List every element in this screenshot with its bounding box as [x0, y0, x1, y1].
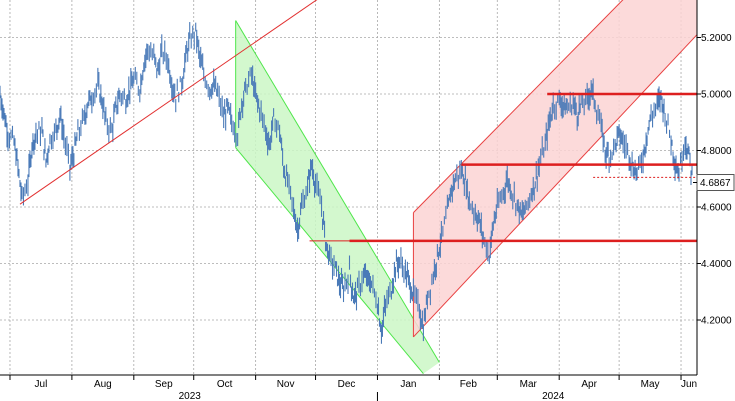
- annotation-lines: [19, 0, 697, 243]
- x-tick-label: May: [641, 379, 660, 390]
- x-tick-label: Nov: [277, 379, 295, 390]
- y-tick-label: 4.2000: [701, 316, 732, 327]
- last-price-badge: 4.6867: [693, 174, 735, 192]
- last-price-label: 4.6867: [700, 178, 731, 189]
- x-tick-label: Jan: [400, 379, 416, 390]
- x-tick-label: Aug: [94, 379, 112, 390]
- y-tick-label: 4.6000: [701, 203, 732, 214]
- x-tick-label: Feb: [460, 379, 478, 390]
- channels: [235, 0, 698, 374]
- red-channel-upper: [413, 0, 624, 214]
- y-tick-label: 4.8000: [701, 146, 732, 157]
- x-tick-label: Jun: [681, 379, 697, 390]
- y-tick-label: 5.0000: [701, 90, 732, 101]
- x-tick-label: Oct: [217, 379, 233, 390]
- trend-line: [19, 0, 318, 205]
- x-tick-label: Apr: [581, 379, 597, 390]
- y-tick-label: 4.4000: [701, 259, 732, 270]
- green-channel-upper: [235, 20, 440, 363]
- red-channel-area: [413, 0, 697, 337]
- year-label: 2023: [179, 391, 202, 401]
- red-channel-lower: [413, 34, 698, 338]
- x-tick-label: Dec: [338, 379, 356, 390]
- year-label: 2024: [542, 391, 565, 401]
- x-tick-label: Mar: [520, 379, 538, 390]
- y-tick-label: 5.2000: [701, 33, 732, 44]
- x-tick-label: Jul: [35, 379, 48, 390]
- x-tick-label: Sep: [155, 379, 173, 390]
- green-channel-area: [235, 20, 440, 374]
